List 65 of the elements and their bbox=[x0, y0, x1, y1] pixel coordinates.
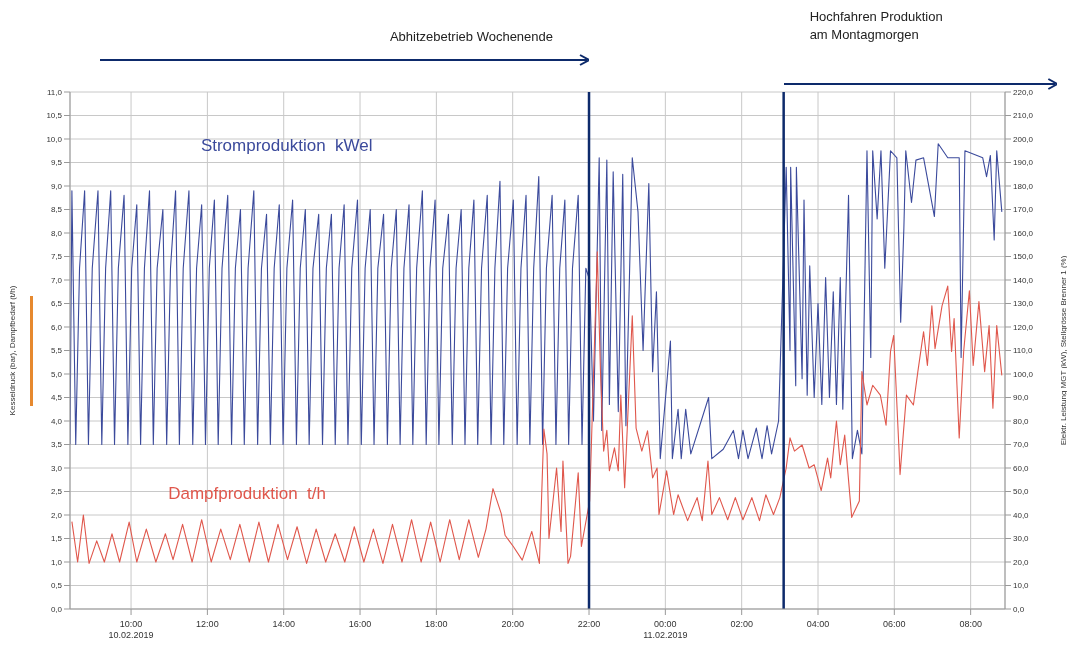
y-tick-label: 1,5 bbox=[50, 534, 63, 544]
text: Stromproduktion kWel bbox=[200, 136, 373, 157]
y2-tick-label: 40,0 bbox=[1013, 510, 1030, 520]
y2-tick-label: 90,0 bbox=[1013, 393, 1030, 403]
y2-tick-label: 200,0 bbox=[1013, 134, 1034, 144]
y-tick-label: 7,5 bbox=[50, 252, 63, 262]
x-tick-label: 02:00 bbox=[730, 619, 753, 629]
text: Abhitzebetrieb Wochenende bbox=[389, 28, 554, 46]
y2-tick-label: 180,0 bbox=[1013, 181, 1034, 191]
y-tick-label: 4,0 bbox=[50, 416, 63, 426]
y-tick-label: 10,5 bbox=[46, 111, 63, 121]
y2-tick-label: 50,0 bbox=[1013, 487, 1030, 497]
x-tick-label: 08:00 bbox=[959, 619, 982, 629]
x-tick-label: 10:00 10.02.2019 bbox=[108, 619, 154, 640]
x-tick-label: 14:00 bbox=[272, 619, 295, 629]
y-tick-label: 8,5 bbox=[50, 205, 63, 215]
y2-tick-label: 160,0 bbox=[1013, 228, 1034, 238]
x-tick-label: 18:00 bbox=[425, 619, 448, 629]
y2-tick-label: 30,0 bbox=[1013, 534, 1030, 544]
y-tick-label: 6,0 bbox=[50, 322, 63, 332]
y-tick-label: 5,5 bbox=[50, 346, 63, 356]
x-tick-label: 22:00 bbox=[577, 619, 601, 629]
x-tick-label: 06:00 bbox=[883, 619, 906, 629]
y-tick-label: 0,5 bbox=[50, 581, 63, 591]
x-tick-label: 04:00 bbox=[806, 619, 830, 629]
y2-tick-label: 170,0 bbox=[1013, 205, 1034, 215]
y2-tick-label: 110,0 bbox=[1013, 346, 1033, 356]
y2-axis-title: Elektr. Leistung MGT (kW), Stellgrösse Brenner 1 (%) bbox=[1058, 255, 1068, 446]
y-tick-label: 3,5 bbox=[50, 440, 63, 450]
y2-tick-label: 140,0 bbox=[1013, 275, 1034, 285]
y2-tick-label: 70,0 bbox=[1013, 440, 1030, 450]
y2-tick-label: 120,0 bbox=[1013, 322, 1034, 332]
y-tick-label: 5,0 bbox=[50, 369, 63, 379]
y-tick-label: 8,0 bbox=[50, 228, 63, 238]
series-label: Dampfproduktion t/h bbox=[168, 484, 326, 505]
y2-tick-label: 190,0 bbox=[1013, 158, 1034, 168]
y-tick-label: 7,0 bbox=[50, 275, 63, 285]
y2-tick-label: 0,0 bbox=[1013, 604, 1025, 614]
y2-tick-label: 130,0 bbox=[1013, 299, 1034, 309]
y-tick-label: 2,5 bbox=[50, 487, 63, 497]
y-tick-label: 2,0 bbox=[50, 510, 63, 520]
y-tick-label: 11,0 bbox=[47, 87, 63, 97]
y2-tick-label: 210,0 bbox=[1013, 111, 1034, 121]
y-tick-label: 10,0 bbox=[46, 134, 63, 144]
y-tick-label: 4,5 bbox=[50, 393, 63, 403]
text: Hochfahren Produktion am Montagmorgen bbox=[809, 8, 943, 44]
x-tick-label: 16:00 bbox=[348, 619, 372, 629]
y-tick-label: 6,5 bbox=[50, 299, 63, 309]
y2-tick-label: 20,0 bbox=[1013, 557, 1030, 567]
y-tick-label: 9,0 bbox=[50, 181, 63, 191]
x-tick-label: 12:00 bbox=[196, 619, 219, 629]
y2-tick-label: 60,0 bbox=[1013, 463, 1030, 473]
line-series bbox=[71, 251, 1003, 564]
y2-tick-label: 10,0 bbox=[1013, 581, 1030, 591]
x-tick-label: 00:00 11.02.2019 bbox=[643, 619, 688, 640]
y-tick-label: 9,5 bbox=[50, 158, 63, 168]
y-tick-label: 1,0 bbox=[50, 557, 63, 567]
y2-tick-label: 100,0 bbox=[1013, 369, 1034, 379]
y-tick-label: 3,0 bbox=[50, 463, 63, 473]
x-tick-label: 20:00 bbox=[501, 619, 524, 629]
y-axis-title: Kesseldruck (bar), Dampfbedarf (t/h) bbox=[7, 285, 17, 416]
y-tick-label: 0,0 bbox=[50, 604, 63, 614]
y2-tick-label: 150,0 bbox=[1013, 252, 1034, 262]
y2-tick-label: 220,0 bbox=[1013, 87, 1034, 97]
y2-tick-label: 80,0 bbox=[1013, 416, 1030, 426]
